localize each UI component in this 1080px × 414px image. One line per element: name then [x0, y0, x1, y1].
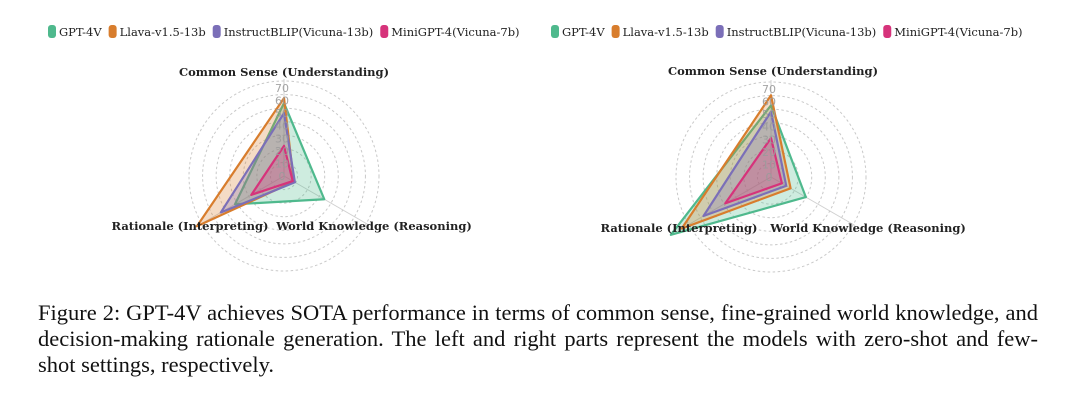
legend-swatch: [108, 25, 117, 38]
legend-swatch: [48, 25, 56, 38]
tick-label-60: 60: [275, 95, 289, 108]
legend-label: Llava-v1.5-13b: [623, 25, 709, 39]
axis-spoke: [199, 175, 285, 225]
legend-label: InstructBLIP(Vicuna-13b): [727, 25, 877, 39]
radar-series: [195, 96, 326, 228]
legend-label: Llava-v1.5-13b: [120, 25, 206, 39]
legend-swatch: [883, 25, 892, 38]
axis-labels: Common Sense (Understanding) World Knowle…: [112, 65, 472, 233]
tick-label-30: 30: [762, 133, 776, 146]
tick-label-30: 30: [275, 132, 289, 145]
legend-item-instructblip-vicuna-13b: InstructBLIP(Vicuna-13b): [715, 25, 877, 39]
axis-label-world-knowledge-reasoning: World Knowledge (Reasoning): [769, 221, 966, 235]
tick-label-70: 70: [275, 82, 289, 95]
axis-label-rationale-interpreting: Rationale (Interpreting): [112, 219, 269, 233]
tick-label-40: 40: [275, 120, 289, 133]
axis-spoke: [283, 175, 369, 225]
legend-label: MiniGPT-4(Vicuna-7b): [894, 25, 1022, 39]
legend-item-gpt-4v: GPT-4V: [48, 25, 102, 39]
legend-swatch: [212, 25, 221, 38]
legend-item-llava-v1-5-13b: Llava-v1.5-13b: [108, 25, 206, 39]
tick-label-40: 40: [762, 121, 776, 134]
legend-label: InstructBLIP(Vicuna-13b): [224, 25, 374, 39]
radar-grid: [188, 79, 380, 272]
grid-ring: [689, 95, 853, 259]
tick-label-0: 0: [279, 170, 286, 183]
axis-label-world-knowledge-reasoning: World Knowledge (Reasoning): [275, 219, 472, 233]
legend-item-instructblip-vicuna-13b: InstructBLIP(Vicuna-13b): [212, 25, 374, 39]
axis-labels: Common Sense (Understanding) World Knowle…: [601, 64, 966, 235]
grid-ring: [269, 161, 299, 191]
axis-label-common-sense-understanding: Common Sense (Understanding): [179, 65, 389, 79]
grid-ring: [702, 108, 840, 246]
legend-swatch: [611, 25, 620, 38]
radar-chart-few-shot: GPT-4V Llava-v1.5-13b InstructBLIP(Vicuna-…: [551, 25, 1023, 273]
legend-item-llava-v1-5-13b: Llava-v1.5-13b: [611, 25, 709, 39]
radar-chart-zero-shot: GPT-4V Llava-v1.5-13b InstructBLIP(Vicuna-…: [48, 25, 520, 272]
legend-item-minigpt-4-vicuna-7b: MiniGPT-4(Vicuna-7b): [883, 25, 1023, 39]
series-minigpt-4-vicuna-7b: [724, 136, 783, 205]
figure-charts: GPT-4V Llava-v1.5-13b InstructBLIP(Vicuna-…: [48, 25, 1023, 273]
grid-ring: [215, 107, 353, 245]
chart-legend: GPT-4V Llava-v1.5-13b InstructBLIP(Vicuna-…: [551, 25, 1023, 39]
tick-label-50: 50: [762, 108, 776, 121]
tick-label-70: 70: [762, 83, 776, 96]
legend-swatch: [380, 25, 389, 38]
tick-label-20: 20: [275, 145, 289, 158]
legend-label: GPT-4V: [562, 25, 605, 39]
figure-caption: Figure 2: GPT-4V achieves SOTA performan…: [38, 300, 1038, 378]
tick-label-10: 10: [762, 158, 776, 171]
series-minigpt-4-vicuna-7b: [250, 144, 294, 196]
radar-series: [669, 94, 807, 236]
tick-label-50: 50: [275, 107, 289, 120]
tick-label-60: 60: [762, 96, 776, 109]
radar-grid: [675, 80, 867, 273]
chart-legend: GPT-4V Llava-v1.5-13b InstructBLIP(Vicuna-…: [48, 25, 520, 39]
axis-label-rationale-interpreting: Rationale (Interpreting): [601, 221, 758, 235]
legend-swatch: [551, 25, 559, 38]
legend-swatch: [715, 25, 724, 38]
grid-ring: [202, 94, 366, 258]
legend-item-minigpt-4-vicuna-7b: MiniGPT-4(Vicuna-7b): [380, 25, 520, 39]
axis-label-common-sense-understanding: Common Sense (Understanding): [668, 64, 878, 78]
legend-item-gpt-4v: GPT-4V: [551, 25, 605, 39]
tick-label-20: 20: [762, 146, 776, 159]
tick-label-0: 0: [766, 171, 773, 184]
legend-label: MiniGPT-4(Vicuna-7b): [391, 25, 519, 39]
legend-label: GPT-4V: [59, 25, 102, 39]
tick-label-10: 10: [275, 157, 289, 170]
